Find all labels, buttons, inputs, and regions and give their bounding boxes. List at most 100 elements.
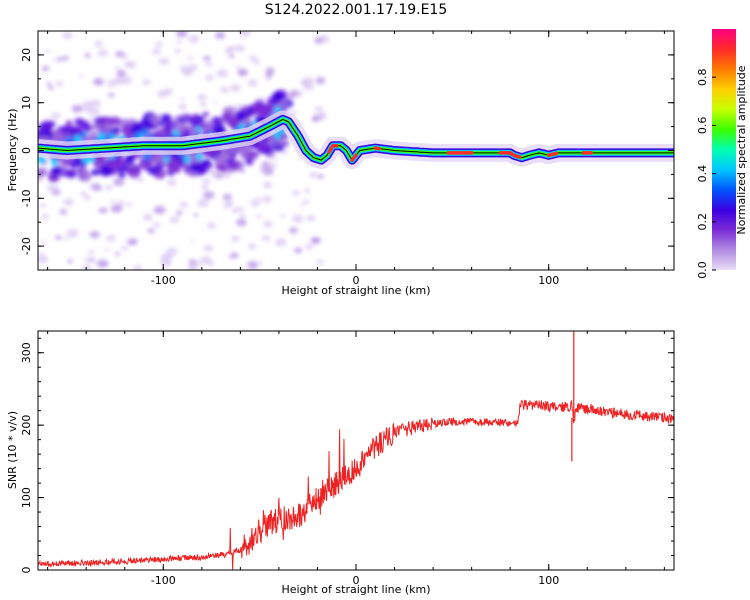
noise-blob <box>213 101 218 105</box>
band-blob <box>262 147 273 155</box>
ridge-hot-segment <box>350 153 358 162</box>
band-blob <box>177 160 187 168</box>
noise-blob <box>291 214 304 223</box>
spectrogram-y-axis-label: Frequency (Hz) <box>6 109 19 192</box>
noise-blob <box>309 171 318 178</box>
noise-blob <box>188 35 200 43</box>
noise-blob <box>62 55 69 61</box>
snr-y-axis-label: SNR (10 * v/v) <box>6 411 19 489</box>
noise-blob <box>294 247 303 254</box>
noise-blob <box>187 55 193 60</box>
band-blob <box>217 164 227 172</box>
noise-blob <box>305 243 314 250</box>
noise-blob <box>240 31 251 37</box>
band-blob <box>196 115 205 122</box>
noise-blob <box>205 62 213 67</box>
band-highlight <box>141 129 149 137</box>
noise-blob <box>89 231 100 239</box>
band-blob <box>166 162 179 172</box>
noise-blob <box>303 83 314 91</box>
noise-blob <box>104 248 110 252</box>
noise-blob <box>186 264 198 270</box>
y-tick-label: 300 <box>20 342 33 363</box>
band-blob <box>74 117 85 126</box>
band-blob <box>41 120 54 131</box>
y-tick-label: -10 <box>20 189 33 207</box>
noise-blob <box>50 112 61 119</box>
noise-blob <box>299 203 305 207</box>
noise-blob <box>160 258 172 267</box>
noise-blob <box>228 53 235 58</box>
noise-blob <box>250 200 260 207</box>
y-tick-label: 100 <box>20 487 33 508</box>
noise-blob <box>262 167 274 176</box>
noise-blob <box>247 261 259 269</box>
noise-blob <box>92 77 104 86</box>
ridge-hot-segment <box>498 151 522 159</box>
noise-blob <box>81 100 94 109</box>
noise-blob <box>78 74 84 78</box>
noise-blob <box>239 213 246 219</box>
colorbar: 0.0 0.2 0.4 0.6 0.8 Normalized spectral ampl… <box>696 29 748 279</box>
noise-blob <box>279 213 286 218</box>
noise-blob <box>96 259 109 268</box>
x-tick-label: 0 <box>353 274 360 287</box>
noise-blob <box>274 156 279 160</box>
band-blob <box>50 166 63 176</box>
noise-blob <box>227 255 234 260</box>
noise-blob <box>169 216 180 224</box>
noise-blob <box>63 236 69 241</box>
colorbar-tick-label: 0.4 <box>696 165 709 183</box>
colorbar-bar <box>712 29 736 270</box>
noise-blob <box>94 41 103 48</box>
noise-blob <box>223 200 234 208</box>
noise-blob <box>121 245 129 251</box>
noise-blob <box>41 240 47 245</box>
noise-blob <box>120 53 128 59</box>
noise-blob <box>317 174 324 179</box>
x-tick-label: 100 <box>538 274 559 287</box>
noise-blob <box>142 213 153 221</box>
noise-blob <box>268 223 273 227</box>
noise-blob <box>257 260 263 265</box>
band-blob <box>38 168 45 179</box>
band-blob <box>224 157 235 165</box>
noise-blob <box>92 184 102 191</box>
y-tick-label: -20 <box>20 237 33 255</box>
snr-x-axis-label: Height of straight line (km) <box>281 583 430 596</box>
noise-blob <box>275 238 287 247</box>
noise-blob <box>317 115 326 121</box>
x-tick-label: -100 <box>151 274 176 287</box>
band-blob <box>211 116 223 125</box>
noise-blob <box>55 235 62 240</box>
band-blob <box>108 157 122 168</box>
noise-blob <box>116 70 127 77</box>
colorbar-tick-label: 0.6 <box>696 117 709 134</box>
noise-blob <box>133 264 143 270</box>
noise-blob <box>224 47 234 54</box>
band-blob <box>154 163 165 171</box>
colorbar-tick-label: 0.0 <box>696 261 709 279</box>
noise-blob <box>62 31 73 40</box>
band-highlight <box>51 158 59 166</box>
band-highlight <box>163 156 170 163</box>
noise-blob <box>106 79 117 87</box>
noise-blob <box>247 243 257 250</box>
y-tick-label: 10 <box>20 96 33 110</box>
noise-blob <box>142 79 151 86</box>
band-blob <box>143 165 151 171</box>
noise-blob <box>302 77 315 86</box>
noise-blob <box>262 181 273 189</box>
noise-blob <box>256 214 262 218</box>
noise-blob <box>41 213 50 220</box>
noise-blob <box>59 209 68 215</box>
noise-blob <box>176 31 188 38</box>
noise-blob <box>38 255 49 264</box>
noise-blob <box>232 208 238 213</box>
figure-title: S124.2022.001.17.19.E15 <box>265 2 448 18</box>
noise-blob <box>201 184 209 190</box>
spectral-ridge <box>38 110 674 170</box>
noise-blob <box>175 210 183 216</box>
noise-blob <box>220 86 229 93</box>
